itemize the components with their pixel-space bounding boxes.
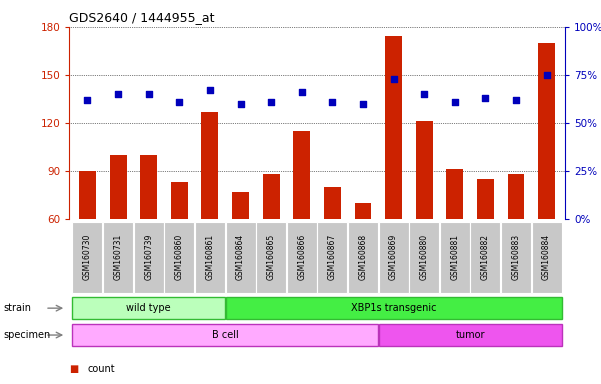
FancyBboxPatch shape <box>73 222 103 293</box>
FancyBboxPatch shape <box>471 222 501 293</box>
FancyBboxPatch shape <box>287 222 317 293</box>
Text: GSM160883: GSM160883 <box>511 234 520 280</box>
Text: GSM160739: GSM160739 <box>144 234 153 280</box>
Text: XBP1s transgenic: XBP1s transgenic <box>351 303 436 313</box>
Text: GSM160882: GSM160882 <box>481 234 490 280</box>
Bar <box>201 112 218 219</box>
Text: GSM160867: GSM160867 <box>328 234 337 280</box>
FancyBboxPatch shape <box>103 222 133 293</box>
Text: GSM160864: GSM160864 <box>236 234 245 280</box>
Text: ■: ■ <box>69 364 78 374</box>
Point <box>236 101 245 107</box>
Text: GDS2640 / 1444955_at: GDS2640 / 1444955_at <box>69 12 215 25</box>
Bar <box>477 179 494 219</box>
Text: B cell: B cell <box>212 330 239 340</box>
FancyBboxPatch shape <box>379 222 409 293</box>
Text: count: count <box>87 364 115 374</box>
Bar <box>416 121 433 219</box>
Text: GSM160860: GSM160860 <box>175 234 184 280</box>
Bar <box>293 131 310 219</box>
Point <box>144 91 153 97</box>
Point <box>205 87 215 93</box>
Point <box>174 99 184 105</box>
Bar <box>385 36 402 219</box>
Bar <box>140 155 157 219</box>
Bar <box>232 192 249 219</box>
Point <box>297 89 307 95</box>
Text: strain: strain <box>3 303 31 313</box>
Bar <box>79 171 96 219</box>
Text: GSM160880: GSM160880 <box>419 234 429 280</box>
Text: GSM160884: GSM160884 <box>542 234 551 280</box>
Point <box>419 91 429 97</box>
Bar <box>355 203 371 219</box>
FancyBboxPatch shape <box>501 222 531 293</box>
FancyBboxPatch shape <box>348 222 378 293</box>
FancyBboxPatch shape <box>73 324 378 346</box>
Point <box>266 99 276 105</box>
FancyBboxPatch shape <box>409 222 439 293</box>
Bar <box>109 155 126 219</box>
Bar <box>324 187 341 219</box>
FancyBboxPatch shape <box>133 222 163 293</box>
Text: GSM160861: GSM160861 <box>206 234 215 280</box>
FancyBboxPatch shape <box>440 222 470 293</box>
Text: GSM160881: GSM160881 <box>450 234 459 280</box>
FancyBboxPatch shape <box>73 297 225 319</box>
FancyBboxPatch shape <box>225 222 255 293</box>
Text: specimen: specimen <box>3 330 50 340</box>
Point <box>113 91 123 97</box>
Text: GSM160865: GSM160865 <box>267 234 276 280</box>
Text: GSM160731: GSM160731 <box>114 234 123 280</box>
Text: GSM160868: GSM160868 <box>358 234 367 280</box>
FancyBboxPatch shape <box>317 222 347 293</box>
Point <box>328 99 337 105</box>
Point <box>511 97 521 103</box>
Point <box>389 76 398 82</box>
FancyBboxPatch shape <box>379 324 561 346</box>
FancyBboxPatch shape <box>531 222 561 293</box>
Text: GSM160730: GSM160730 <box>83 234 92 280</box>
Bar <box>171 182 188 219</box>
Point <box>542 72 551 78</box>
Text: wild type: wild type <box>126 303 171 313</box>
Text: GSM160866: GSM160866 <box>297 234 307 280</box>
Bar <box>508 174 525 219</box>
Point <box>358 101 368 107</box>
FancyBboxPatch shape <box>256 222 286 293</box>
Bar <box>447 169 463 219</box>
Point <box>450 99 460 105</box>
Point <box>83 97 93 103</box>
FancyBboxPatch shape <box>225 297 561 319</box>
Bar <box>538 43 555 219</box>
Point <box>481 95 490 101</box>
Text: tumor: tumor <box>456 330 485 340</box>
FancyBboxPatch shape <box>195 222 225 293</box>
Bar <box>263 174 279 219</box>
FancyBboxPatch shape <box>164 222 194 293</box>
Text: GSM160869: GSM160869 <box>389 234 398 280</box>
